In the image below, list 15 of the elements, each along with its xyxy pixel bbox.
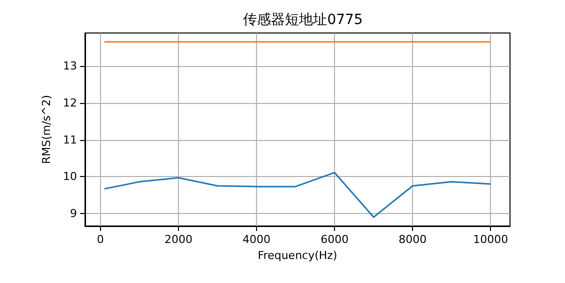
x-tick-label: 0	[96, 233, 104, 246]
y-tick-label: 10	[63, 170, 77, 184]
x-tick-label: 2000	[164, 233, 192, 246]
chart-title: 传感器短地址0775	[243, 12, 363, 28]
y-tick-label: 12	[63, 96, 77, 110]
x-tick-label: 10000	[473, 233, 508, 246]
y-tick-label: 11	[63, 133, 77, 146]
y-axis-title: RMS(m/s^2)	[40, 94, 54, 164]
y-tick-label: 9	[70, 206, 77, 220]
x-axis-title: Frequency(Hz)	[258, 248, 338, 262]
x-tick-label: 4000	[242, 233, 271, 246]
y-tick-label: 13	[63, 60, 77, 73]
x-tick-label: 8000	[398, 233, 427, 246]
x-tick-label: 6000	[320, 233, 349, 246]
line-series	[104, 172, 492, 218]
